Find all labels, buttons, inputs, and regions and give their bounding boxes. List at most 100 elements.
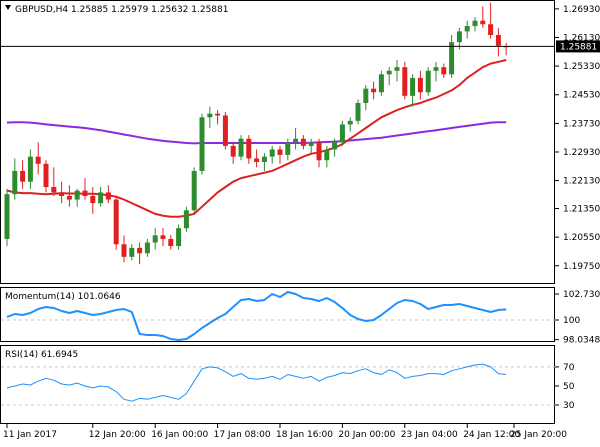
time-tick-label: 20 Jan 00:00: [338, 430, 395, 440]
candle-body: [449, 42, 455, 75]
candle-body: [215, 113, 221, 116]
candle-body: [261, 156, 267, 162]
candle-body: [433, 67, 439, 71]
candle-body: [254, 158, 260, 162]
time-tick-label: 23 Jan 04:00: [401, 430, 458, 440]
momentum-axis: 102.7304 100 98.0348: [555, 290, 600, 346]
candle-body: [285, 142, 291, 155]
candle-body: [43, 163, 49, 188]
time-tick-label: 18 Jan 16:00: [276, 430, 333, 440]
triangle-down-icon[interactable]: [5, 5, 11, 10]
price-tick-label: 1.21350: [563, 205, 600, 215]
candle-body: [269, 149, 275, 157]
rsi-line: [6, 363, 507, 402]
candle-body: [332, 142, 338, 150]
price-tick-label: 1.26930: [563, 5, 600, 15]
rsi-series: [6, 363, 507, 402]
time-tick-label: 16 Jan 00:00: [151, 430, 208, 440]
candle-body: [238, 138, 244, 157]
candle-body: [74, 190, 80, 200]
candle-body: [324, 149, 330, 161]
candle-body: [20, 170, 26, 182]
price-tick-label: 1.19750: [563, 262, 600, 272]
candle-body: [394, 67, 400, 71]
current-price-label: 1.25881: [560, 42, 597, 52]
rsi-grid: [1, 366, 555, 406]
time-tick-label: 17 Jan 08:00: [214, 430, 271, 440]
candle-body: [417, 77, 423, 93]
main-price-axis: 1.26930 1.26130 1.25330 1.24530 1.23730 1.229…: [555, 5, 600, 272]
rsi-axis: 70 50 30: [555, 363, 575, 411]
price-tick-label: 1.23730: [563, 119, 600, 129]
candle-body: [176, 228, 182, 247]
momentum-series: [6, 291, 507, 341]
time-tick-label: 24 Jan 12:00: [463, 430, 520, 440]
time-tick-label: 25 Jan 20:00: [510, 430, 567, 440]
candle-body: [129, 247, 135, 257]
price-tick-label: 1.20550: [563, 233, 600, 243]
candle-body: [222, 115, 228, 146]
candle-body: [441, 67, 447, 75]
symbol-line: GBPUSD,H4 1.25885 1.25979 1.25632 1.2588…: [15, 5, 228, 15]
candle-body: [456, 31, 462, 43]
candle-body: [339, 124, 345, 143]
price-tick-label: 1.26130: [563, 33, 600, 43]
candle-body: [12, 170, 18, 195]
candle-body: [316, 142, 322, 161]
candle-body: [98, 192, 104, 204]
candle-body: [386, 70, 392, 75]
candle-body: [152, 235, 158, 243]
candle-body: [464, 26, 470, 32]
candle-body: [113, 199, 119, 245]
candle-body: [402, 67, 408, 96]
candle-body: [90, 195, 96, 204]
price-tick-label: 1.25330: [563, 62, 600, 72]
candle-body: [66, 195, 72, 200]
candle-body: [410, 77, 416, 96]
candle-body: [363, 88, 369, 103]
candle-body: [277, 149, 283, 155]
candles: [4, 2, 509, 264]
time-tick-label: 12 Jan 20:00: [89, 430, 146, 440]
slow-moving-average: [6, 121, 507, 145]
rsi-tick-label: 50: [563, 382, 575, 392]
rsi-pane[interactable]: [0, 345, 555, 424]
candle-body: [293, 138, 299, 143]
momentum-line: [6, 291, 507, 341]
current-price-line: 1.25881: [1, 40, 600, 53]
candle-body: [495, 34, 501, 46]
candle-body: [246, 138, 252, 159]
candle-body: [199, 117, 205, 171]
momentum-tick-label: 98.0348: [563, 336, 600, 346]
candle-body: [121, 244, 127, 257]
candle-body: [480, 20, 486, 25]
candle-body: [168, 238, 174, 247]
candle-body: [27, 156, 33, 182]
candle-body: [230, 145, 236, 157]
price-tick-label: 1.22930: [563, 148, 600, 158]
candle-body: [35, 156, 41, 164]
candle-body: [355, 102, 361, 121]
candle-body: [191, 170, 197, 211]
momentum-tick-label: 100: [563, 316, 580, 326]
fast-ma-line: [6, 59, 507, 218]
candle-body: [144, 242, 150, 254]
candle-body: [300, 138, 306, 146]
candle-body: [472, 20, 478, 27]
candle-body: [4, 194, 10, 239]
rsi-tick-label: 30: [563, 401, 575, 411]
rsi-tick-label: 70: [563, 363, 575, 373]
candle-body: [425, 70, 431, 93]
time-tick-label: 11 Jan 2017: [3, 430, 57, 440]
rsi-title: RSI(14) 61.6945: [5, 350, 78, 360]
candle-body: [59, 192, 65, 196]
candle-body: [347, 120, 353, 125]
slow-ma-line: [6, 121, 507, 145]
candle-body: [207, 113, 213, 118]
momentum-title: Momentum(14) 101.0646: [5, 292, 121, 302]
candle-body: [82, 190, 88, 196]
candle-body: [137, 247, 143, 254]
time-axis: 11 Jan 2017 12 Jan 20:00 16 Jan 00:00 17 Ja…: [3, 424, 567, 440]
